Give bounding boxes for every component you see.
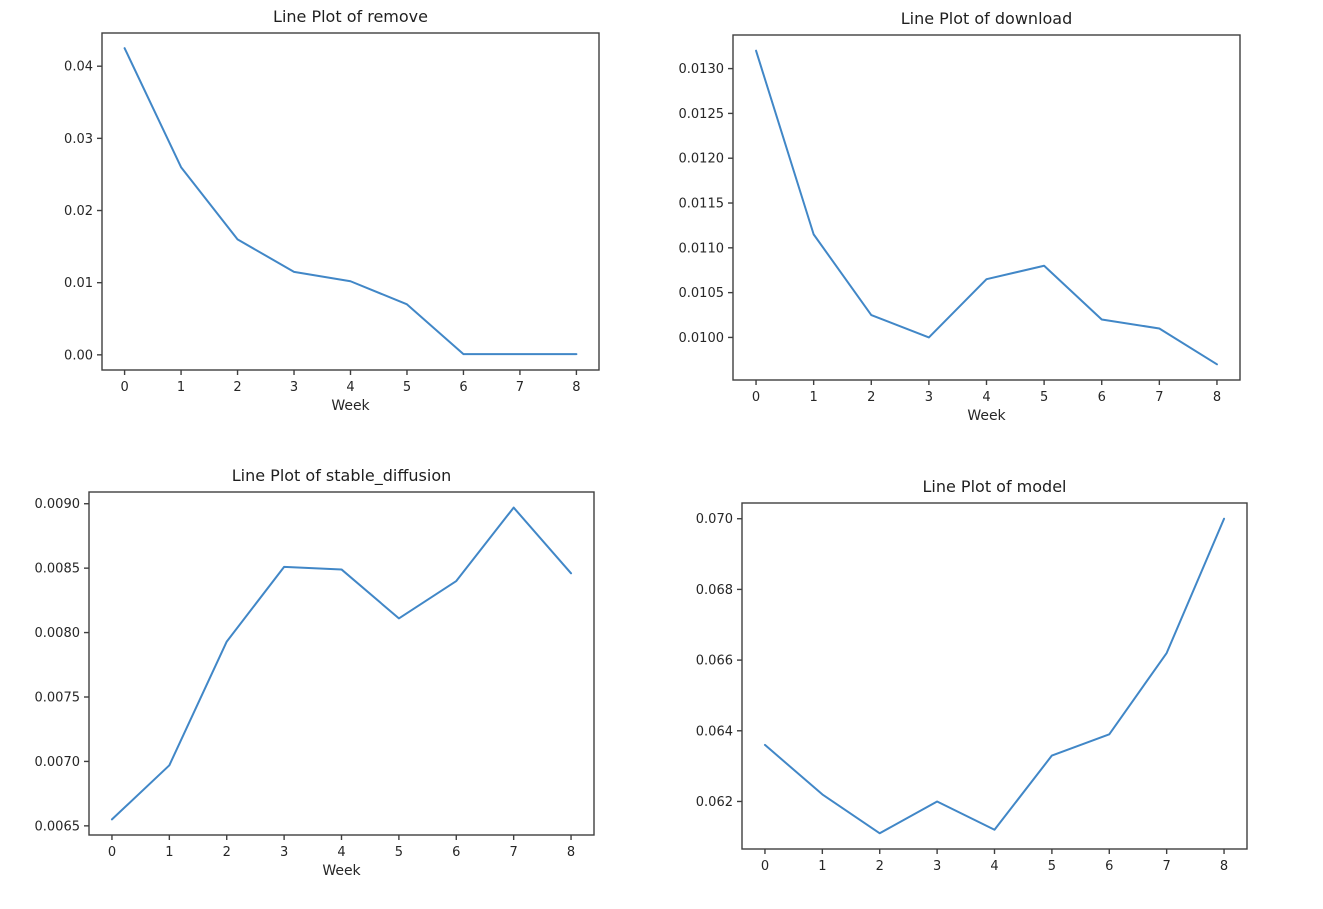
y-tick-label: 0.0130 [679,62,725,77]
y-tick-label: 0.0115 [679,197,725,212]
data-line [763,517,1226,835]
chart-panel-stable-diffusion: Line Plot of stable_diffusion 0.0065 0.00… [0,440,660,909]
x-axis-label: Week [331,398,370,414]
axes-box [732,34,1241,381]
axes-box [741,502,1248,850]
x-tick-label: 0 [108,845,116,860]
x-tick-label: 7 [1155,390,1163,405]
x-tick-label: 2 [867,390,875,405]
chart-panel-model: Line Plot of model 0.062 0.064 0.066 0.068 0… [660,440,1323,909]
x-tick-label: 8 [1220,859,1228,874]
y-axis-ticks: 0.062 0.064 0.066 0.068 0.070 [696,512,742,810]
x-tick-label: 5 [1040,390,1048,405]
x-tick-label: 4 [982,390,990,405]
x-axis-ticks: 0 1 2 3 4 5 6 7 8 [761,849,1228,874]
y-tick-label: 0.0075 [35,691,81,706]
x-tick-label: 1 [818,859,826,874]
x-tick-label: 1 [810,390,818,405]
chart-title: Line Plot of download [900,9,1073,28]
x-tick-label: 3 [933,859,941,874]
x-axis-label: Week [322,863,361,879]
y-tick-label: 0.068 [696,583,733,598]
plot-svg: 0.0100 0.0105 0.0110 0.0115 0.0120 0.0125 0.01… [679,34,1241,405]
y-tick-label: 0.070 [696,512,733,527]
data-line [755,49,1218,366]
x-axis-ticks: 0 1 2 3 4 5 6 7 8 [108,835,575,860]
x-tick-label: 0 [120,380,128,395]
y-tick-label: 0.0105 [679,286,725,301]
y-tick-label: 0.066 [696,654,733,669]
x-tick-label: 3 [290,380,298,395]
axes-box [88,491,595,836]
x-tick-label: 6 [1105,859,1113,874]
data-line [123,47,578,356]
y-tick-label: 0.04 [64,60,93,75]
x-tick-label: 0 [752,390,760,405]
x-tick-label: 3 [280,845,288,860]
x-tick-label: 4 [346,380,354,395]
plot-svg: 0.00 0.01 0.02 0.03 0.04 0 1 2 3 4 5 6 7 8 [64,32,600,395]
data-line [110,506,573,821]
y-tick-label: 0.0125 [679,107,725,122]
y-tick-label: 0.0090 [35,497,81,512]
x-tick-label: 3 [925,390,933,405]
y-tick-label: 0.064 [696,724,733,739]
y-tick-label: 0.0100 [679,331,725,346]
x-tick-label: 6 [459,380,467,395]
x-axis-ticks: 0 1 2 3 4 5 6 7 8 [120,370,581,395]
x-tick-label: 1 [177,380,185,395]
y-axis-ticks: 0.0065 0.0070 0.0075 0.0080 0.0085 0.0090 [35,497,89,834]
y-tick-label: 0.0110 [679,241,725,256]
chart-title: Line Plot of remove [273,7,428,26]
x-tick-label: 7 [516,380,524,395]
x-tick-label: 2 [223,845,231,860]
y-tick-label: 0.0085 [35,562,81,577]
y-tick-label: 0.03 [64,132,93,147]
x-axis-label: Week [967,408,1006,424]
chart-title: Line Plot of stable_diffusion [231,466,452,485]
x-tick-label: 5 [395,845,403,860]
x-tick-label: 8 [567,845,575,860]
y-axis-ticks: 0.00 0.01 0.02 0.03 0.04 [64,60,102,363]
x-tick-label: 8 [572,380,580,395]
x-axis-ticks: 0 1 2 3 4 5 6 7 8 [752,380,1221,405]
plot-svg: 0.062 0.064 0.066 0.068 0.070 0 1 2 3 4 5 6 7 8 [696,502,1248,874]
y-tick-label: 0.0120 [679,152,725,167]
x-tick-label: 6 [1098,390,1106,405]
chart-panel-download: Line Plot of download 0.0100 0.0105 0.0110… [660,0,1323,440]
x-tick-label: 1 [165,845,173,860]
x-tick-label: 7 [1163,859,1171,874]
chart-title: Line Plot of model [922,477,1067,496]
y-tick-label: 0.0080 [35,626,81,641]
y-tick-label: 0.02 [64,204,93,219]
y-tick-label: 0.00 [64,348,93,363]
axes-box [101,32,600,371]
y-tick-label: 0.0065 [35,819,81,834]
x-tick-label: 5 [1048,859,1056,874]
x-tick-label: 2 [876,859,884,874]
y-tick-label: 0.062 [696,795,733,810]
x-tick-label: 7 [510,845,518,860]
x-tick-label: 5 [403,380,411,395]
x-tick-label: 0 [761,859,769,874]
x-tick-label: 4 [990,859,998,874]
x-tick-label: 2 [233,380,241,395]
x-tick-label: 6 [452,845,460,860]
plot-svg: 0.0065 0.0070 0.0075 0.0080 0.0085 0.0090 0 1 2 3… [35,491,595,860]
x-tick-label: 4 [337,845,345,860]
y-tick-label: 0.01 [64,276,93,291]
chart-panel-remove: Line Plot of remove 0.00 0.01 0.02 0.03 0.04… [0,0,660,440]
x-tick-label: 8 [1213,390,1221,405]
y-tick-label: 0.0070 [35,755,81,770]
y-axis-ticks: 0.0100 0.0105 0.0110 0.0115 0.0120 0.0125 0.01… [679,62,733,346]
